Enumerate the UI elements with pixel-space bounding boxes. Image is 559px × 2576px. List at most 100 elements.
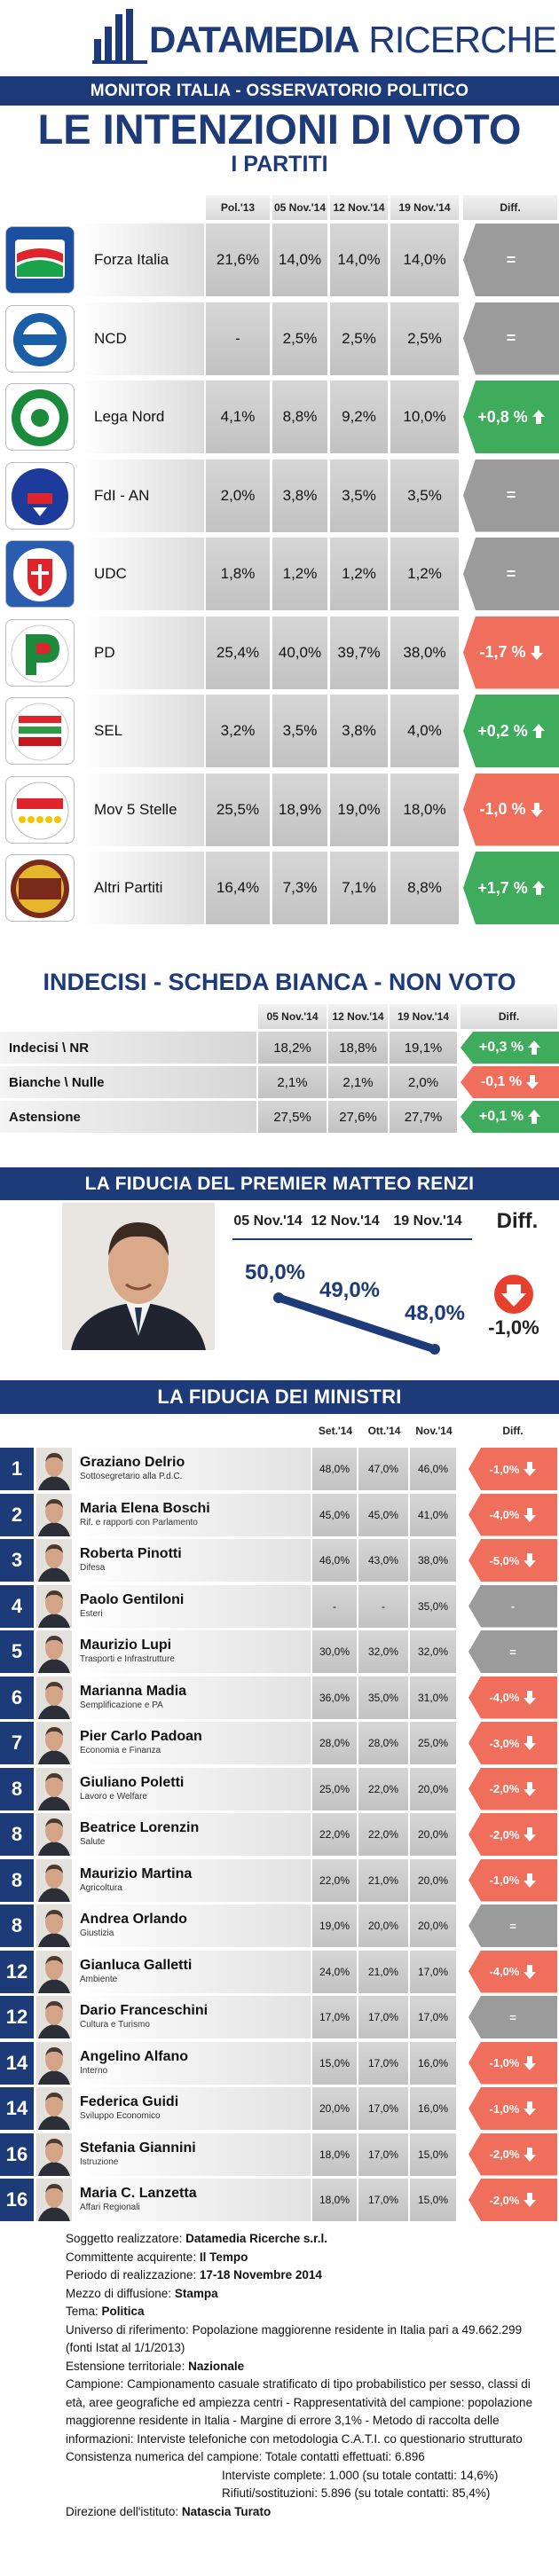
rank: 7 bbox=[0, 1722, 34, 1764]
diff-cell: -2,0% bbox=[468, 2179, 557, 2221]
minister-photo bbox=[36, 1448, 72, 1490]
minister-role: Salute bbox=[80, 1837, 106, 1847]
arrow-up bbox=[528, 1110, 541, 1124]
row-name: Indecisi \ NR bbox=[0, 1032, 256, 1064]
footer-line: Committente acquirente: Il Tempo bbox=[66, 2249, 549, 2267]
minister-name: Andrea Orlando bbox=[80, 1912, 187, 1927]
minister-value: 32,0% bbox=[358, 1630, 408, 1673]
minister-name: Maurizio Lupi bbox=[80, 1637, 172, 1653]
column-header: Set.'14 bbox=[318, 1425, 353, 1437]
party-value: 1,2% bbox=[330, 538, 388, 610]
footer-line: Periodo di realizzazione: 17-18 Novembre… bbox=[66, 2266, 549, 2285]
footer-value: Campionamento casuale stratificato di ti… bbox=[66, 2377, 533, 2446]
arrow-down bbox=[524, 2193, 537, 2207]
column-header: 19 Nov.'14 bbox=[390, 1004, 457, 1029]
diff-value: -4,0% bbox=[489, 1508, 520, 1521]
diff-value: = bbox=[506, 329, 516, 347]
premier-value: 48,0% bbox=[404, 1301, 466, 1325]
minister-silhouette bbox=[38, 1772, 70, 1810]
minister-photo bbox=[36, 1493, 72, 1536]
arrow-up bbox=[531, 724, 545, 738]
party-value: 2,0% bbox=[206, 459, 270, 532]
row-value: 18,2% bbox=[258, 1032, 327, 1064]
diff-value: -4,0% bbox=[489, 1691, 520, 1704]
row-value: 27,5% bbox=[258, 1101, 327, 1133]
footer-line: Direzione dell'istituto: Natascia Turato bbox=[66, 2503, 549, 2522]
minister-name: Beatrice Lorenzin bbox=[80, 1820, 200, 1835]
minister-value: 35,0% bbox=[358, 1676, 408, 1719]
footer-label: Universo di riferimento: bbox=[66, 2322, 189, 2336]
arrow-down bbox=[524, 1690, 537, 1705]
minister-cell: Maria C. Lanzetta Affari Regionali bbox=[75, 2179, 311, 2221]
diff-value: = bbox=[506, 486, 516, 504]
minister-value: 38,0% bbox=[410, 1539, 456, 1582]
minister-value: 22,0% bbox=[312, 1858, 357, 1902]
footer-value: Nazionale bbox=[188, 2359, 245, 2373]
column-header: 12 Nov.'14 bbox=[328, 1004, 388, 1029]
diff-value: -2,0% bbox=[489, 2193, 520, 2207]
party-emblem bbox=[11, 703, 69, 761]
minister-name: Stefania Giannini bbox=[80, 2140, 196, 2156]
diff-value: +1,7 % bbox=[477, 878, 528, 897]
column-header: Nov.'14 bbox=[415, 1425, 453, 1437]
arrow-up bbox=[531, 881, 545, 895]
ministers-banner: LA FIDUCIA DEI MINISTRI bbox=[0, 1380, 559, 1414]
logo-icon bbox=[92, 9, 147, 64]
minister-role: Difesa bbox=[80, 1563, 106, 1573]
footer-value: Stampa bbox=[174, 2286, 218, 2300]
diff-value: +0,2 % bbox=[477, 721, 528, 740]
diff-value: -4,0% bbox=[489, 1965, 520, 1978]
minister-cell: Maurizio Lupi Trasporti e Infrastrutture bbox=[75, 1630, 311, 1673]
party-value: 16,4% bbox=[206, 852, 270, 924]
minister-value: 17,0% bbox=[410, 1996, 456, 2038]
minister-name: Paolo Gentiloni bbox=[80, 1591, 185, 1607]
party-logo bbox=[5, 854, 75, 922]
diff-cell: -2,0% bbox=[468, 1767, 557, 1810]
minister-role: Cultura e Turismo bbox=[80, 2020, 150, 2030]
minister-photo bbox=[36, 1858, 72, 1902]
diff-cell: -1,0% bbox=[468, 1448, 557, 1490]
arrow-down bbox=[524, 1507, 537, 1522]
party-value: 7,3% bbox=[272, 852, 327, 924]
footer-line: Mezzo di diffusione: Stampa bbox=[66, 2285, 549, 2304]
minister-value: 20,0% bbox=[410, 1905, 456, 1947]
diff-value: - bbox=[510, 1599, 516, 1613]
minister-value: 17,0% bbox=[358, 1996, 408, 2038]
minister-value: 15,0% bbox=[410, 2179, 456, 2221]
column-header: Diff. bbox=[502, 1425, 524, 1437]
party-value: 3,5% bbox=[272, 695, 327, 767]
premier-diff-icon bbox=[494, 1275, 533, 1314]
party-value: 4,0% bbox=[390, 695, 459, 767]
premier-rule bbox=[232, 1238, 472, 1240]
minister-value: 47,0% bbox=[358, 1448, 408, 1490]
party-emblem bbox=[12, 389, 68, 446]
column-header: Diff. bbox=[463, 195, 557, 220]
diff-cell: -4,0% bbox=[468, 1676, 557, 1719]
diff-value: -0,1 % bbox=[480, 1074, 523, 1089]
minister-photo bbox=[36, 1630, 72, 1673]
party-value: 3,8% bbox=[330, 695, 388, 767]
minister-value: 36,0% bbox=[312, 1676, 357, 1719]
minister-name: Roberta Pinotti bbox=[80, 1546, 182, 1561]
minister-photo bbox=[36, 1905, 72, 1947]
party-name: Mov 5 Stelle bbox=[80, 773, 204, 846]
minister-value: 21,0% bbox=[358, 1858, 408, 1902]
diff-cell: -2,0% bbox=[468, 1813, 557, 1856]
party-value: 7,1% bbox=[330, 852, 388, 924]
footer-value: Totale contatti effettuati: 6.896 bbox=[264, 2450, 425, 2463]
minister-silhouette bbox=[38, 1955, 70, 1993]
minister-photo bbox=[36, 1813, 72, 1856]
minister-silhouette bbox=[38, 2001, 70, 2038]
minister-value: 22,0% bbox=[358, 1813, 408, 1856]
arrow-down bbox=[524, 1781, 537, 1796]
minister-photo bbox=[36, 1584, 72, 1628]
diff-cell: = bbox=[463, 538, 559, 610]
party-logo bbox=[5, 697, 75, 765]
row-value: 2,0% bbox=[390, 1066, 457, 1098]
diff-value: -1,0% bbox=[489, 1873, 520, 1887]
minister-cell: Stefania Giannini Istruzione bbox=[75, 2132, 311, 2176]
minister-photo bbox=[36, 1767, 72, 1810]
diff-cell: -1,0 % bbox=[463, 773, 559, 846]
minister-name: Giuliano Poletti bbox=[80, 1774, 185, 1790]
minister-role: Interno bbox=[80, 2065, 108, 2076]
